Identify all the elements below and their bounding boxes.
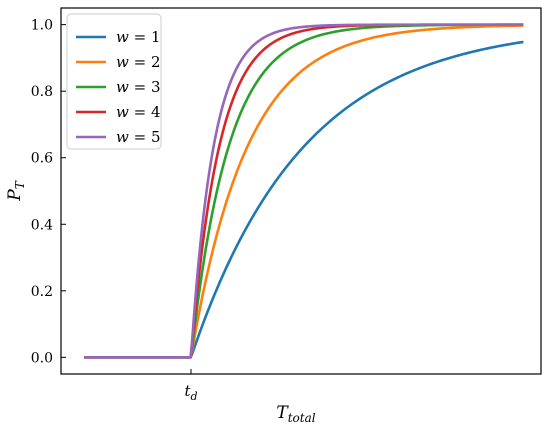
x-axis-label: Ttotal bbox=[276, 403, 315, 425]
legend-entry: w = 3 bbox=[116, 78, 161, 96]
y-tick-label: 0.4 bbox=[31, 217, 53, 233]
legend-box bbox=[66, 13, 162, 150]
y-tick-label: 0.0 bbox=[31, 350, 53, 366]
y-tick-label: 0.6 bbox=[31, 151, 53, 167]
legend-entry: w = 2 bbox=[116, 53, 161, 71]
legend-entry: w = 1 bbox=[116, 28, 161, 46]
y-tick-label: 1.0 bbox=[31, 18, 53, 34]
legend-entry: w = 5 bbox=[116, 128, 161, 146]
y-tick-label: 0.8 bbox=[31, 84, 53, 100]
y-axis-label: PT bbox=[5, 180, 27, 201]
x-axis: td bbox=[184, 369, 198, 403]
y-axis: 0.0 0.2 0.4 0.6 0.8 1.0 bbox=[31, 18, 66, 366]
legend: w = 1 w = 2 w = 3 w = 4 w = 5 bbox=[66, 13, 162, 150]
y-tick-label: 0.2 bbox=[31, 284, 53, 300]
x-tick-label: td bbox=[184, 382, 197, 403]
legend-entry: w = 4 bbox=[116, 103, 161, 121]
series-line-w5 bbox=[84, 23, 524, 359]
series-layer bbox=[84, 23, 524, 359]
plot-frame bbox=[60, 7, 542, 375]
